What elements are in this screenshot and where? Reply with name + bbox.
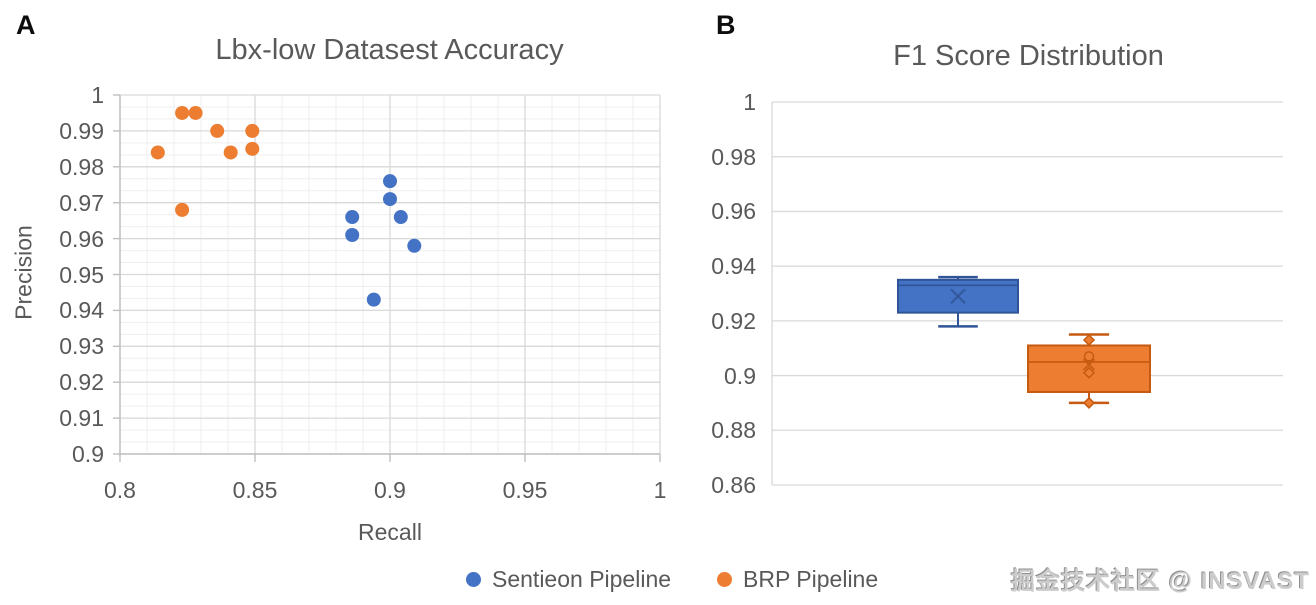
scatter-x-axis-title: Recall [358, 519, 422, 545]
boxplot-y-tick-label: 0.88 [711, 417, 756, 444]
legend-marker-icon [717, 572, 733, 587]
boxplot-y-tick-label: 0.92 [711, 307, 756, 334]
legend-item-sentieon: Sentieon Pipeline [466, 566, 671, 593]
scatter-y-axis-title: Precision [10, 225, 37, 320]
watermark-text: 掘金技术社区 @ INSVAST [1011, 568, 1310, 595]
panel-b-label: B [716, 10, 736, 40]
boxplot-y-tick-label: 0.94 [711, 253, 756, 280]
legend-marker-icon [466, 572, 481, 587]
scatter-x-tick-label: 0.95 [502, 477, 548, 503]
boxplot-y-tick-label: 0.9 [724, 362, 756, 389]
scatter-x-tick-label: 0.85 [232, 477, 278, 503]
boxplot-y-tick-label: 0.96 [711, 198, 756, 225]
legend-label: BRP Pipeline [743, 566, 879, 592]
legend-item-brp: BRP Pipeline [717, 566, 878, 593]
scatter-y-tick-label: 0.92 [59, 369, 104, 396]
scatter-y-tick-label: 0.97 [59, 189, 104, 216]
scatter-y-tick-label: 0.9 [72, 441, 104, 467]
scatter-x-tick-label: 0.8 [104, 477, 136, 503]
boxplot-chart-title: F1 Score Distribution [893, 40, 1164, 72]
legend-label: Sentieon Pipeline [492, 566, 672, 592]
scatter-x-tick-label: 1 [653, 477, 667, 503]
scatter-y-tick-label: 0.93 [59, 333, 104, 360]
scatter-y-tick-label: 0.91 [59, 405, 104, 432]
boxplot-y-tick-label: 0.86 [711, 472, 756, 498]
scatter-y-tick-label: 1 [91, 82, 104, 108]
boxplot-y-tick-label: 0.98 [711, 143, 756, 170]
scatter-y-tick-label: 0.95 [59, 261, 104, 288]
scatter-y-tick-label: 0.94 [59, 297, 104, 324]
legend: Sentieon Pipeline BRP Pipeline [466, 566, 878, 593]
scatter-x-tick-label: 0.9 [374, 477, 406, 503]
boxplot-y-tick-label: 1 [743, 89, 756, 115]
scatter-y-tick-label: 0.98 [59, 153, 104, 180]
scatter-y-tick-label: 0.99 [59, 117, 104, 144]
scatter-y-tick-label: 0.96 [59, 225, 104, 252]
scatter-chart-title: Lbx-low Datasest Accuracy [215, 34, 564, 66]
panel-a-label: A [16, 10, 36, 40]
